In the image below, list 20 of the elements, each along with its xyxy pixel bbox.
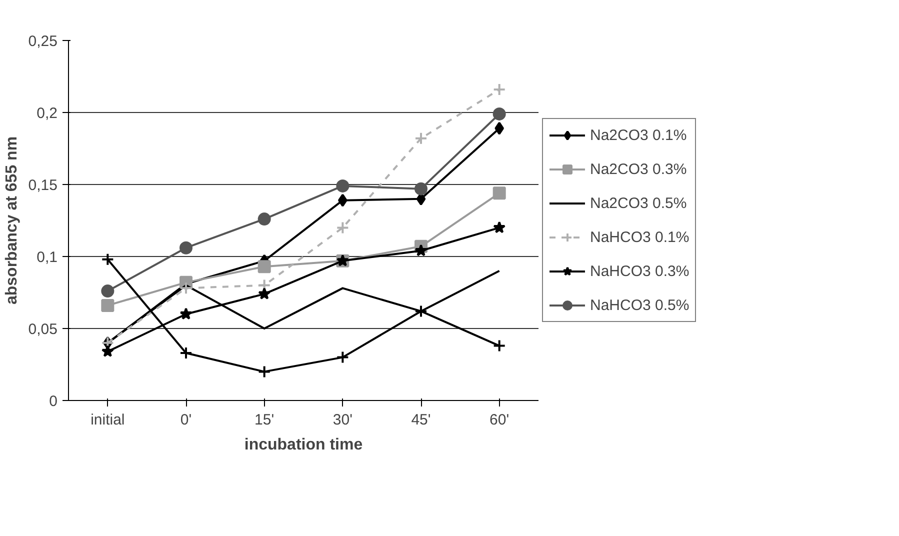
y-tick-label: 0,15 [28, 177, 58, 194]
x-tick-label: 15' [254, 412, 274, 428]
y-tick-label: 0,2 [36, 105, 58, 122]
legend-label: Na2CO3 0.3% [590, 160, 687, 178]
legend-label: NaHCO3 0.1% [590, 228, 690, 246]
legend-label: Na2CO3 0.5% [590, 194, 687, 212]
y-tick-label: 0,1 [36, 249, 58, 266]
y-tick-label: 0 [49, 393, 58, 410]
x-axis-title: incubation time [244, 436, 363, 454]
x-tick-label: 0' [180, 412, 192, 428]
x-tick-label: 45' [411, 412, 431, 428]
y-tick-label: 0,25 [28, 33, 58, 50]
x-tick-label: initial [90, 412, 125, 428]
x-tick-label: 60' [490, 412, 510, 428]
legend-label: NaHCO3 0.5% [590, 296, 690, 314]
y-tick-label: 0,05 [28, 321, 58, 338]
y-axis-title: absorbancy at 655 nm [3, 136, 20, 305]
legend-label: NaHCO3 0.3% [590, 262, 690, 280]
legend-label: Na2CO3 0.1% [590, 126, 687, 144]
x-tick-label: 30' [332, 412, 353, 428]
